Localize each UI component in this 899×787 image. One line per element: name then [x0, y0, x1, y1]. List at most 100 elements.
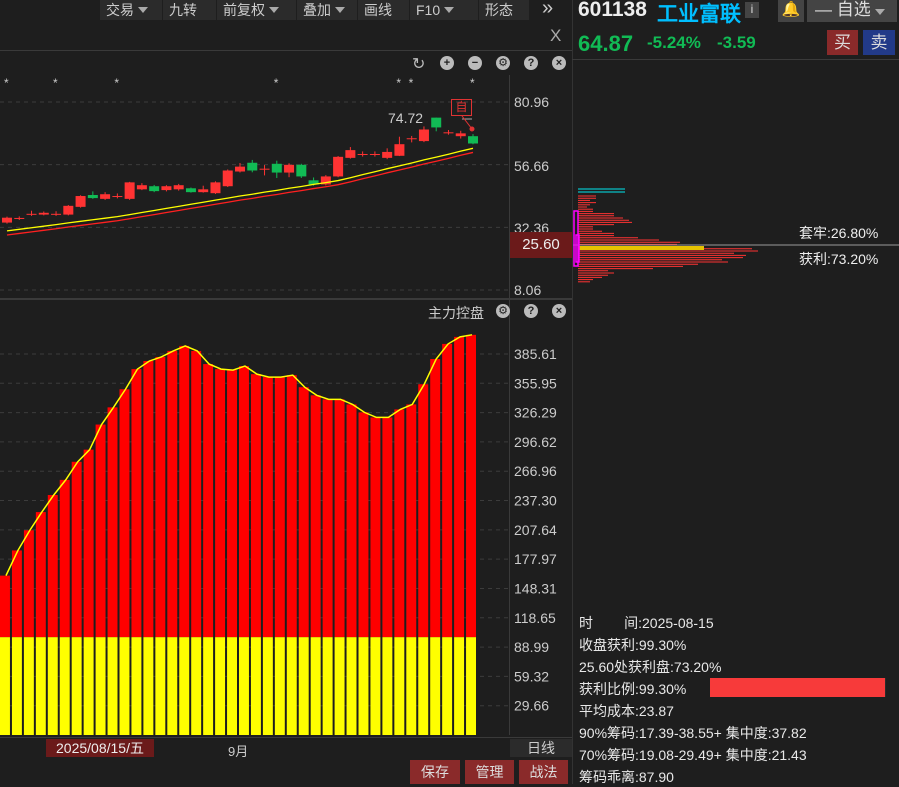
candle-body: [333, 156, 344, 177]
toolbar-item[interactable]: F10: [410, 0, 478, 20]
price-tick: 80.96: [514, 94, 550, 110]
bar: [322, 399, 333, 638]
base-bar: [83, 637, 94, 735]
chevron-down-icon: [269, 7, 279, 13]
base-bar: [71, 637, 82, 735]
base-bar: [227, 637, 237, 735]
candle-body: [26, 213, 37, 215]
base-bar: [394, 637, 405, 735]
bar: [466, 334, 476, 638]
bell-icon[interactable]: 🔔: [778, 0, 804, 22]
divider: [0, 50, 572, 51]
base-bar: [107, 637, 118, 735]
save-button[interactable]: 保存: [410, 760, 460, 784]
close-chart-icon[interactable]: ×: [552, 56, 566, 70]
toolbar-item-label: 九转: [169, 2, 197, 18]
candle-body: [369, 153, 380, 155]
toolbar-item-label: 交易: [106, 2, 134, 18]
toolbar-item[interactable]: 九转: [163, 0, 216, 20]
base-bar: [119, 637, 130, 735]
chevron-down-icon: [138, 7, 148, 13]
base-bar: [466, 637, 476, 735]
candle-body: [51, 213, 62, 215]
current-chip-row: [578, 246, 704, 250]
base-bar: [131, 637, 142, 735]
main-control-chart[interactable]: 385.61 355.95 326.29 296.62 266.96 237.30 207.…: [0, 320, 572, 738]
event-marker: *: [470, 76, 475, 90]
period-button[interactable]: 日线: [510, 739, 572, 757]
bar: [203, 364, 214, 638]
event-marker: *: [114, 76, 119, 90]
bar: [227, 370, 237, 638]
gear-icon[interactable]: ⚙: [496, 56, 510, 70]
divider: [572, 59, 899, 60]
candle-body: [161, 186, 172, 191]
candle-body: [320, 176, 331, 185]
base-bar: [95, 637, 106, 735]
right-panel-divider: [572, 0, 573, 784]
bar: [334, 399, 345, 638]
candle-body: [247, 162, 258, 171]
base-bar: [47, 637, 58, 735]
base-bar: [35, 637, 46, 735]
info-avg-cost: 平均成本:23.87: [579, 703, 674, 719]
candle-body: [235, 166, 245, 172]
manage-button[interactable]: 管理: [465, 760, 514, 784]
chevron-down-icon: [875, 9, 886, 15]
divider: [0, 737, 572, 738]
close-indicator-icon[interactable]: ×: [552, 304, 566, 318]
toolbar-item[interactable]: 形态: [479, 0, 529, 20]
base-bar: [298, 637, 309, 735]
bar: [430, 359, 441, 638]
price-tick: 8.06: [514, 282, 542, 298]
bar: [454, 336, 465, 638]
candle-body: [2, 217, 12, 223]
help-icon[interactable]: ?: [524, 56, 538, 70]
base-bar: [382, 637, 393, 735]
indicator-title: 主力控盘: [428, 305, 484, 321]
toolbar-item-label: F10: [416, 2, 441, 18]
chip-range-70: [575, 234, 580, 263]
toolbar-item[interactable]: 叠加: [297, 0, 357, 20]
toolbar-item[interactable]: 交易: [100, 0, 162, 20]
help-icon[interactable]: ?: [524, 304, 538, 318]
bar: [71, 461, 82, 638]
strategy-button[interactable]: 战法: [519, 760, 568, 784]
candle-body: [149, 186, 160, 192]
candle-body: [87, 194, 98, 199]
bar: [95, 424, 106, 638]
stock-name[interactable]: 工业富联: [657, 3, 741, 26]
chip-range-90: [573, 210, 579, 267]
base-bar: [358, 637, 369, 735]
refresh-icon[interactable]: ↻: [412, 56, 426, 73]
more-icon[interactable]: »: [542, 0, 554, 19]
base-bar: [346, 637, 357, 735]
sell-button[interactable]: 卖: [863, 30, 895, 55]
candle-body: [210, 182, 221, 194]
bar: [394, 409, 405, 638]
info-icon[interactable]: i: [745, 2, 759, 18]
watchlist-button[interactable]: — 自选: [807, 0, 897, 22]
y-tick: 59.32: [514, 668, 549, 684]
zoom-in-icon[interactable]: +: [440, 56, 454, 70]
candlestick-chart[interactable]: * * * * * * *: [0, 75, 572, 297]
bar: [83, 449, 94, 638]
gear-icon[interactable]: ⚙: [496, 304, 510, 318]
self-mark[interactable]: 自: [451, 99, 472, 116]
buy-button[interactable]: 买: [827, 30, 858, 55]
base-bar: [370, 637, 381, 735]
bar: [119, 389, 130, 638]
toolbar-item[interactable]: 画线: [358, 0, 409, 20]
control-line: [5, 334, 473, 576]
bar: [418, 384, 429, 638]
change-pct: -5.24%: [647, 33, 701, 52]
info-90-chips: 90%筹码:17.39-38.55+ 集中度:37.82: [579, 725, 807, 741]
close-icon[interactable]: X: [550, 26, 562, 45]
toolbar-item[interactable]: 前复权: [217, 0, 296, 20]
bar: [59, 479, 70, 638]
zoom-out-icon[interactable]: −: [468, 56, 482, 70]
event-marker: *: [396, 76, 401, 90]
bar: [274, 377, 285, 638]
bar: [11, 550, 22, 638]
bar: [358, 412, 369, 638]
